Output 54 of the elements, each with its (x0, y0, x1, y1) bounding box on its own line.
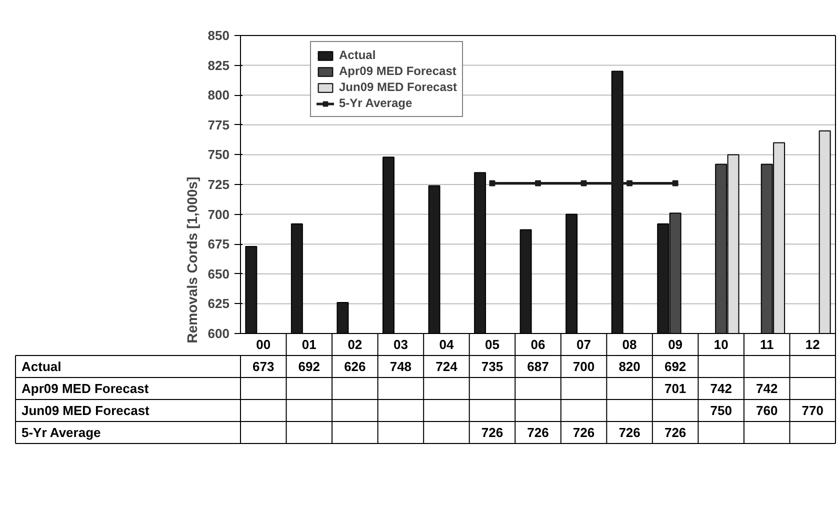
y-tick-label: 725 (208, 177, 230, 192)
y-tick-label: 825 (208, 58, 230, 73)
data-label: 750 (710, 403, 732, 418)
y-tick-label: 625 (208, 296, 230, 312)
x-tick-label: 09 (668, 337, 683, 352)
legend-label: Apr09 MED Forecast (339, 63, 456, 79)
x-tick-label: 01 (302, 337, 316, 352)
data-label: 742 (710, 381, 732, 396)
x-tick-label: 02 (348, 337, 362, 352)
data-label: 726 (527, 425, 549, 440)
legend-label: 5-Yr Average (339, 95, 412, 111)
y-tick-label: 675 (208, 236, 230, 252)
data-label: 687 (527, 359, 549, 374)
data-label: 692 (664, 359, 686, 374)
data-label: 700 (572, 359, 595, 374)
y-tick-label: 850 (208, 28, 230, 43)
data-label: 726 (481, 425, 504, 440)
y-tick-label: 775 (208, 117, 230, 132)
y-tick-label: 750 (208, 147, 230, 162)
y-tick-label: 650 (208, 266, 230, 282)
x-tick-label: 00 (256, 337, 271, 352)
x-tick-label: 07 (576, 337, 592, 352)
x-tick-label: 08 (622, 337, 637, 352)
text: Apr09 MED Forecast (22, 381, 149, 396)
x-tick-label: 11 (760, 337, 774, 352)
data-label: 724 (436, 359, 458, 374)
x-tick-label: 05 (485, 337, 500, 352)
x-tick-label: 10 (714, 337, 728, 352)
data-label: 726 (664, 425, 686, 440)
y-tick-label: 700 (208, 206, 230, 222)
y-tick-label: 600 (208, 326, 230, 341)
data-label: 701 (664, 381, 686, 396)
data-label: 673 (252, 359, 274, 374)
text: 5-Yr Average (22, 425, 101, 440)
data-label: 735 (481, 359, 504, 374)
data-label: 726 (572, 425, 595, 440)
data-label: 726 (618, 425, 640, 440)
legend-label: Actual (339, 47, 376, 63)
x-tick-label: 03 (393, 337, 408, 352)
data-label: 760 (756, 403, 778, 418)
text: Actual (22, 359, 62, 374)
data-label: 770 (802, 403, 824, 418)
y-tick-label: 800 (208, 88, 230, 103)
y-axis-title: Removals Cords [1,000s] (184, 176, 200, 344)
data-label: 692 (298, 359, 320, 374)
data-label: 748 (390, 359, 412, 374)
x-tick-label: 06 (530, 337, 546, 352)
text: Jun09 MED Forecast (22, 403, 150, 418)
data-label: 820 (618, 359, 640, 374)
data-label: 626 (344, 359, 366, 374)
x-tick-label: 12 (805, 337, 820, 352)
data-label: 742 (756, 381, 778, 396)
legend-label: Jun09 MED Forecast (339, 79, 458, 95)
x-tick-label: 04 (439, 337, 454, 352)
